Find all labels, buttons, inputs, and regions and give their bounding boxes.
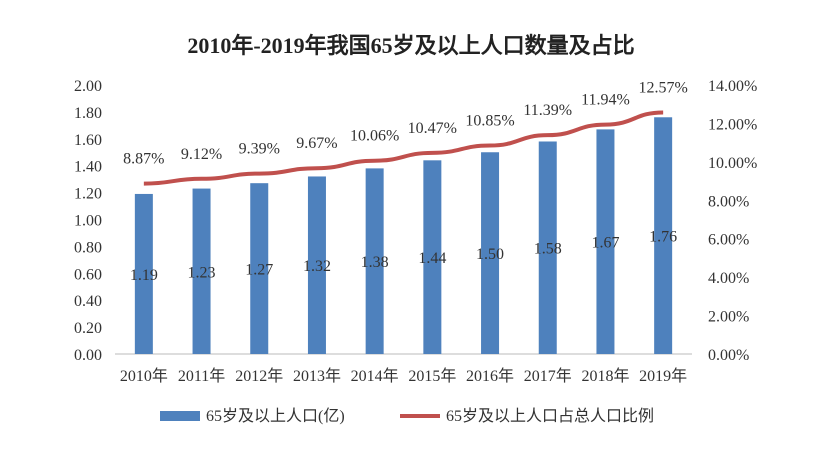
y-left-tick-label: 1.80 [74, 105, 102, 122]
line-data-label: 11.94% [581, 92, 630, 109]
y-right-tick-label: 12.00% [708, 116, 757, 133]
bar-data-label: 1.23 [188, 264, 216, 281]
x-tick-label: 2010年 [120, 367, 168, 385]
line-data-label: 9.39% [239, 141, 280, 158]
x-tick-label: 2016年 [466, 367, 514, 385]
y-left-tick-label: 1.00 [74, 213, 102, 230]
line-data-label: 11.39% [523, 102, 572, 119]
y-right-tick-label: 4.00% [708, 270, 749, 287]
bar-data-label: 1.44 [418, 250, 446, 267]
chart-title: 2010年-2019年我国65岁及以上人口数量及占比 [187, 33, 634, 58]
y-left-tick-label: 2.00 [74, 78, 102, 95]
bar-data-label: 1.19 [130, 267, 158, 284]
legend-bar-label: 65岁及以上人口(亿) [206, 407, 345, 425]
x-tick-label: 2019年 [639, 367, 687, 385]
bar-data-label: 1.32 [303, 258, 331, 275]
x-tick-label: 2018年 [581, 367, 629, 385]
x-tick-label: 2015年 [408, 367, 456, 385]
line-data-label: 10.06% [350, 128, 399, 145]
y-left-tick-label: 1.20 [74, 186, 102, 203]
y-right-tick-label: 8.00% [708, 193, 749, 210]
bar-data-label: 1.50 [476, 246, 504, 263]
legend-line-label: 65岁及以上人口占总人口比例 [446, 407, 654, 425]
y-left-tick-label: 1.40 [74, 159, 102, 176]
bar-data-label: 1.27 [245, 262, 273, 279]
x-tick-label: 2011年 [178, 367, 225, 385]
y-left-tick-label: 0.60 [74, 266, 102, 283]
bar-data-label: 1.76 [649, 229, 677, 246]
bar-data-label: 1.67 [591, 235, 619, 252]
y-right-tick-label: 2.00% [708, 309, 749, 326]
line-data-label: 8.87% [123, 151, 164, 168]
y-left-tick-label: 1.60 [74, 132, 102, 149]
y-left-tick-label: 0.00 [74, 347, 102, 364]
y-right-tick-label: 14.00% [708, 78, 757, 95]
x-tick-label: 2013年 [293, 367, 341, 385]
line-data-label: 12.57% [638, 79, 687, 96]
y-left-tick-label: 0.20 [74, 320, 102, 337]
x-tick-label: 2014年 [351, 367, 399, 385]
x-tick-label: 2012年 [235, 367, 283, 385]
bar-data-label: 1.58 [534, 241, 562, 258]
y-right-tick-label: 0.00% [708, 347, 749, 364]
y-right-tick-label: 6.00% [708, 232, 749, 249]
line-data-label: 10.85% [465, 113, 514, 130]
legend-bar-swatch [160, 411, 200, 421]
line-data-label: 9.67% [296, 135, 337, 152]
line-data-label: 10.47% [408, 120, 457, 137]
y-right-tick-label: 10.00% [708, 155, 757, 172]
x-tick-label: 2017年 [524, 367, 572, 385]
y-left-tick-label: 0.40 [74, 293, 102, 310]
line-data-label: 9.12% [181, 146, 222, 163]
legend: 65岁及以上人口(亿) 65岁及以上人口占总人口比例 [160, 407, 654, 425]
bar-data-label: 1.38 [361, 254, 389, 271]
y-left-tick-label: 0.80 [74, 239, 102, 256]
